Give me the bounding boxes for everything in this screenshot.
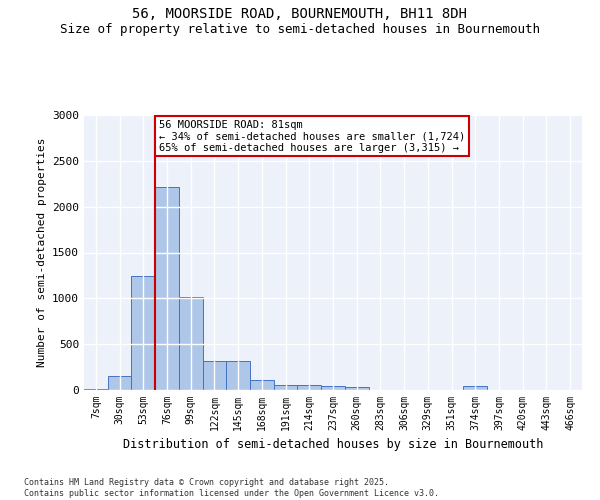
Bar: [155, 188, 179, 390]
Bar: [108, 376, 131, 390]
Bar: [298, 384, 321, 390]
Bar: [179, 296, 203, 390]
Y-axis label: Number of semi-detached properties: Number of semi-detached properties: [37, 138, 47, 367]
Bar: [131, 276, 155, 390]
Bar: [345, 387, 368, 390]
Text: 56, MOORSIDE ROAD, BOURNEMOUTH, BH11 8DH: 56, MOORSIDE ROAD, BOURNEMOUTH, BH11 8DH: [133, 8, 467, 22]
X-axis label: Distribution of semi-detached houses by size in Bournemouth: Distribution of semi-detached houses by …: [123, 438, 543, 452]
Bar: [84, 388, 108, 390]
Text: 56 MOORSIDE ROAD: 81sqm
← 34% of semi-detached houses are smaller (1,724)
65% of: 56 MOORSIDE ROAD: 81sqm ← 34% of semi-de…: [159, 120, 465, 153]
Bar: [321, 386, 345, 390]
Text: Size of property relative to semi-detached houses in Bournemouth: Size of property relative to semi-detach…: [60, 22, 540, 36]
Bar: [274, 384, 298, 390]
Bar: [203, 360, 226, 390]
Bar: [250, 380, 274, 390]
Text: Contains HM Land Registry data © Crown copyright and database right 2025.
Contai: Contains HM Land Registry data © Crown c…: [24, 478, 439, 498]
Bar: [226, 360, 250, 390]
Bar: [463, 386, 487, 390]
